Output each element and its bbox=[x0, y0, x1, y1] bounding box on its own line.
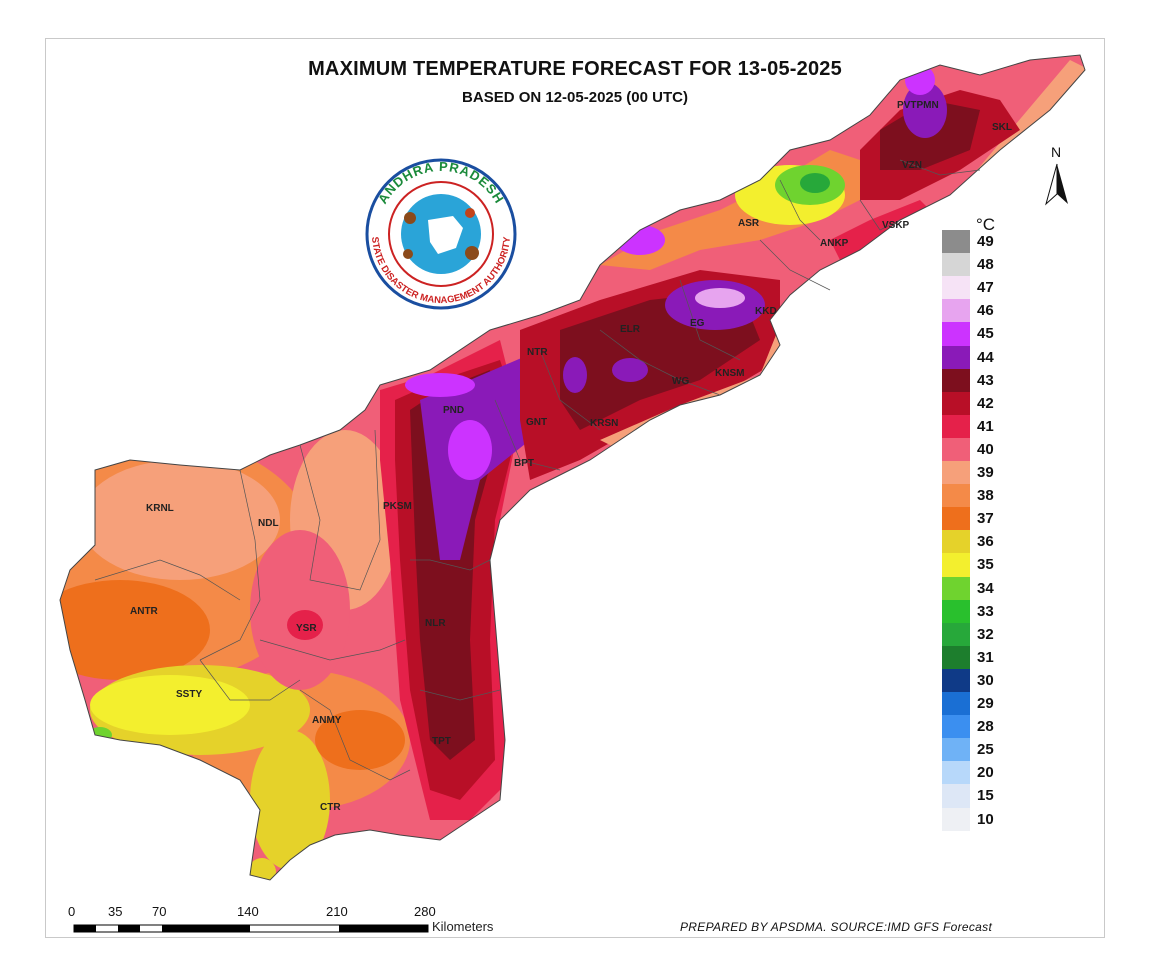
legend-label: 31 bbox=[977, 648, 994, 666]
legend-swatch bbox=[942, 645, 970, 670]
scale-tick: 35 bbox=[108, 904, 123, 919]
legend-label: 36 bbox=[977, 533, 994, 551]
legend-swatch bbox=[942, 553, 970, 577]
legend-swatch bbox=[942, 437, 970, 462]
district-labels: PVTPMN SKL VZN ASR ANKP VSKP KKD EG ELR … bbox=[130, 100, 1012, 813]
district-label: GNT bbox=[526, 417, 547, 428]
legend-label: 33 bbox=[977, 602, 994, 620]
district-label: PND bbox=[443, 405, 464, 416]
legend-label: 15 bbox=[977, 787, 994, 805]
district-boundaries bbox=[94, 159, 981, 781]
map-subtitle: BASED ON 12-05-2025 (00 UTC) bbox=[462, 89, 688, 106]
legend-swatch bbox=[942, 276, 970, 300]
legend-label: 30 bbox=[977, 671, 994, 689]
apsdma-logo: ANDHRA PRADESH STATE DISASTER MANAGEMENT… bbox=[365, 158, 517, 310]
legend-swatch bbox=[942, 576, 970, 601]
map-title: MAXIMUM TEMPERATURE FORECAST FOR 13-05-2… bbox=[308, 58, 842, 80]
legend-swatch bbox=[942, 368, 970, 393]
north-label: N bbox=[1051, 144, 1062, 160]
district-label: VSKP bbox=[882, 220, 910, 231]
legend-label: 41 bbox=[977, 417, 994, 435]
legend-label: 49 bbox=[977, 233, 994, 250]
legend-swatch bbox=[942, 230, 970, 254]
legend-label: 46 bbox=[977, 302, 994, 320]
district-label: KRSN bbox=[590, 418, 618, 429]
state-boundary bbox=[59, 54, 1086, 881]
legend-label: 37 bbox=[977, 510, 994, 528]
legend-label: 45 bbox=[977, 325, 994, 343]
legend-label: 39 bbox=[977, 464, 994, 481]
legend-label: 10 bbox=[977, 810, 994, 828]
district-label: BPT bbox=[514, 458, 534, 469]
legend-swatch bbox=[942, 484, 970, 508]
scale-tick: 0 bbox=[68, 904, 76, 919]
district-label: PKSM bbox=[383, 501, 412, 512]
legend-swatch bbox=[942, 761, 970, 785]
district-label: YSR bbox=[296, 623, 317, 634]
district-label: PVTPMN bbox=[897, 100, 939, 111]
scale-bar bbox=[73, 924, 429, 933]
district-label: ANTR bbox=[130, 606, 159, 617]
legend-swatch bbox=[942, 391, 970, 416]
legend-swatch bbox=[942, 715, 970, 739]
legend-swatch bbox=[942, 530, 970, 554]
district-label: NTR bbox=[527, 347, 548, 358]
scale-tick: 70 bbox=[152, 904, 167, 919]
legend-swatch bbox=[942, 668, 970, 693]
legend-swatch bbox=[942, 738, 970, 762]
legend-label: 29 bbox=[977, 695, 994, 712]
district-label: EG bbox=[690, 318, 705, 329]
legend-swatch bbox=[942, 507, 970, 531]
scale-tick: 210 bbox=[326, 904, 348, 919]
legend-label: 28 bbox=[977, 718, 994, 736]
scale-tick: 140 bbox=[237, 904, 259, 919]
district-label: KRNL bbox=[146, 503, 174, 514]
legend-swatch bbox=[942, 807, 970, 832]
district-label: SKL bbox=[992, 122, 1012, 133]
legend-label: 35 bbox=[977, 556, 994, 574]
legend-swatch bbox=[942, 622, 970, 647]
district-label: ELR bbox=[620, 324, 641, 335]
district-label: WG bbox=[672, 376, 689, 387]
legend-label: 42 bbox=[977, 394, 994, 412]
district-label: TPT bbox=[432, 736, 451, 747]
north-arrow-icon bbox=[1045, 163, 1068, 206]
district-label: SSTY bbox=[176, 689, 202, 700]
credit-text: PREPARED BY APSDMA. SOURCE:IMD GFS Forec… bbox=[680, 920, 993, 934]
district-label: NLR bbox=[425, 618, 446, 629]
legend-label: 34 bbox=[977, 579, 994, 597]
district-label: ANKP bbox=[820, 238, 849, 249]
district-label: VZN bbox=[902, 160, 922, 171]
legend-swatch bbox=[942, 599, 970, 624]
legend-swatch bbox=[942, 253, 970, 277]
legend-swatch bbox=[942, 414, 970, 439]
district-label: KKD bbox=[755, 306, 777, 317]
legend-label: 38 bbox=[977, 487, 994, 505]
legend-label: 44 bbox=[977, 348, 994, 366]
legend-swatch bbox=[942, 784, 970, 808]
legend-label: 48 bbox=[977, 256, 994, 274]
legend-label: 20 bbox=[977, 764, 994, 782]
legend-swatch bbox=[942, 692, 970, 716]
legend-label: 40 bbox=[977, 440, 994, 458]
legend-unit: °C bbox=[976, 215, 996, 234]
legend-label: 32 bbox=[977, 625, 994, 643]
legend-label: 43 bbox=[977, 371, 994, 389]
legend-label: 25 bbox=[977, 741, 994, 759]
legend-swatch bbox=[942, 345, 970, 370]
scale-unit: Kilometers bbox=[432, 919, 494, 934]
district-label: KNSM bbox=[715, 368, 744, 379]
legend-swatch bbox=[942, 299, 970, 323]
district-label: ANMY bbox=[312, 715, 342, 726]
temperature-shading bbox=[60, 55, 1085, 880]
district-label: ASR bbox=[738, 218, 760, 229]
legend-label: 47 bbox=[977, 279, 994, 297]
legend-swatch bbox=[942, 322, 970, 346]
district-label: CTR bbox=[320, 802, 341, 813]
legend-swatch bbox=[942, 461, 970, 485]
scale-tick: 280 bbox=[414, 904, 436, 919]
district-label: NDL bbox=[258, 518, 279, 529]
